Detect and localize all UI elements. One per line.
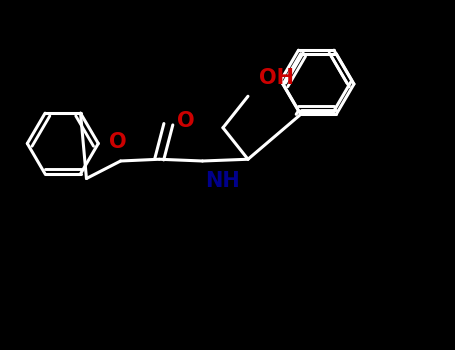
Text: O: O (177, 111, 194, 131)
Text: OH: OH (259, 68, 294, 88)
Text: O: O (110, 132, 127, 152)
Text: NH: NH (205, 171, 239, 191)
